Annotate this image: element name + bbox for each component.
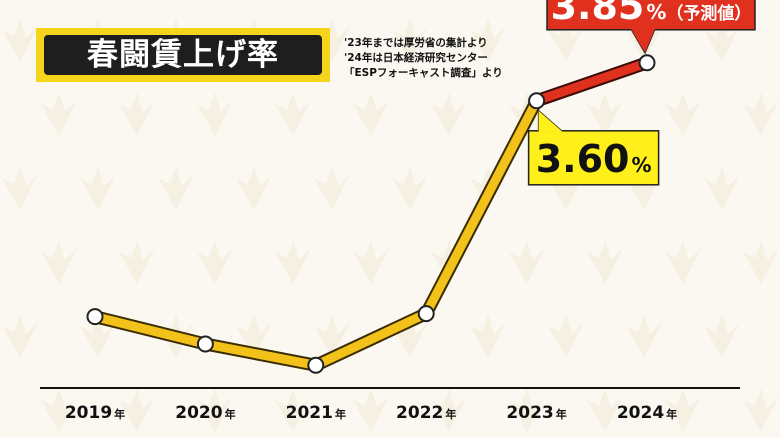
background-chevron-mark bbox=[431, 92, 467, 136]
background-chevron-mark bbox=[353, 92, 389, 136]
background-chevron-mark bbox=[41, 388, 77, 432]
actual-value-callout: 3.60% bbox=[527, 109, 660, 186]
x-tick-label: 2019 年 bbox=[65, 403, 125, 423]
data-point bbox=[86, 308, 104, 326]
callout-value-label: 3.85 %（予測値） bbox=[551, 0, 752, 28]
background-chevron-mark bbox=[119, 388, 155, 432]
background-chevron-mark bbox=[314, 314, 350, 358]
background-chevron-mark bbox=[587, 92, 623, 136]
data-point bbox=[307, 356, 325, 374]
background-chevron-mark bbox=[197, 240, 233, 284]
background-chevron-mark bbox=[704, 166, 740, 210]
background-chevron-mark bbox=[470, 314, 506, 358]
source-note-line-1: '23年までは厚労省の集計より bbox=[344, 37, 488, 49]
callout-box bbox=[527, 130, 660, 186]
background-chevron-mark bbox=[743, 388, 779, 432]
x-tick-label: 2020 年 bbox=[175, 403, 235, 423]
background-chevron-mark bbox=[392, 18, 428, 62]
data-point bbox=[638, 54, 656, 72]
background-chevron-mark bbox=[587, 240, 623, 284]
background-chevron-mark bbox=[2, 314, 38, 358]
background-chevron-mark bbox=[704, 18, 740, 62]
data-point bbox=[528, 92, 546, 110]
series-line-actual bbox=[90, 96, 542, 370]
background-chevron-mark bbox=[548, 166, 584, 210]
background-chevron-mark bbox=[236, 314, 272, 358]
background-chevron-mark bbox=[80, 314, 116, 358]
background-chevron-mark bbox=[275, 240, 311, 284]
background-chevron-mark bbox=[392, 314, 428, 358]
source-note: '23年までは厚労省の集計より '24年は日本経済研究センター 「ESPフォーキ… bbox=[344, 36, 503, 81]
background-chevron-mark bbox=[548, 314, 584, 358]
callout-pointer-fill bbox=[631, 28, 655, 53]
background-chevron-mark bbox=[743, 240, 779, 284]
series-line-forecast bbox=[532, 58, 652, 106]
callout-pointer-fill bbox=[538, 110, 563, 132]
source-note-line-3: 「ESPフォーキャスト調査」より bbox=[344, 67, 503, 79]
background-chevron-mark bbox=[626, 166, 662, 210]
background-chevron-mark bbox=[353, 240, 389, 284]
background-chevron-mark bbox=[80, 166, 116, 210]
background-chevron-mark bbox=[509, 240, 545, 284]
data-point bbox=[196, 335, 214, 353]
title-frame: 春闘賃上げ率 bbox=[36, 28, 330, 82]
background-chevron-mark bbox=[158, 166, 194, 210]
callout-value-label: 3.60% bbox=[536, 137, 652, 181]
background-chevron-mark bbox=[548, 18, 584, 62]
x-tick-label: 2022 年 bbox=[396, 403, 456, 423]
background-chevron-mark bbox=[314, 18, 350, 62]
callout-box bbox=[546, 0, 756, 31]
background-chevron-mark bbox=[2, 18, 38, 62]
background-chevron-mark bbox=[314, 166, 350, 210]
background-chevron-mark bbox=[626, 314, 662, 358]
background-chevron-mark bbox=[353, 388, 389, 432]
x-tick-label: 2021 年 bbox=[286, 403, 346, 423]
x-tick-label: 2024 年 bbox=[617, 403, 677, 423]
background-chevron-mark bbox=[587, 388, 623, 432]
background-chevron-mark bbox=[275, 388, 311, 432]
background-chevron-mark bbox=[470, 18, 506, 62]
data-point bbox=[417, 305, 435, 323]
background-chevron-mark bbox=[275, 92, 311, 136]
background-chevron-mark bbox=[41, 92, 77, 136]
background-chevron-mark bbox=[665, 240, 701, 284]
background-chevron-mark bbox=[509, 388, 545, 432]
background-chevron-mark bbox=[743, 92, 779, 136]
background-chevron-mark bbox=[665, 388, 701, 432]
background-chevron-mark bbox=[236, 166, 272, 210]
background-chevron-mark bbox=[2, 166, 38, 210]
forecast-value-callout: 3.85 %（予測値） bbox=[546, 0, 756, 55]
background-chevron-mark bbox=[665, 92, 701, 136]
background-chevron-mark bbox=[119, 92, 155, 136]
background-chevron-mark bbox=[41, 240, 77, 284]
background-chevron-mark bbox=[119, 240, 155, 284]
chart-title: 春闘賃上げ率 bbox=[44, 35, 322, 75]
background-chevron-mark bbox=[392, 166, 428, 210]
background-chevron-mark bbox=[197, 388, 233, 432]
background-chevron-mark bbox=[704, 314, 740, 358]
x-tick-label: 2023 年 bbox=[506, 403, 566, 423]
source-note-line-2: '24年は日本経済研究センター bbox=[344, 52, 488, 64]
background-pattern bbox=[2, 18, 779, 432]
background-chevron-mark bbox=[431, 388, 467, 432]
background-chevron-mark bbox=[197, 92, 233, 136]
